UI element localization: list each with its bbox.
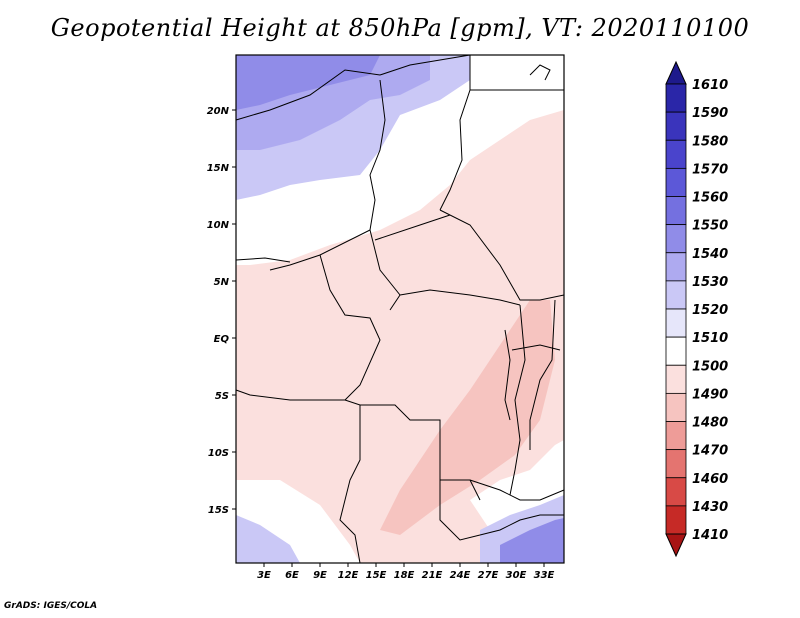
lon-label: 9E	[313, 570, 327, 581]
colorbar-label: 1550	[692, 219, 728, 234]
map-frame	[235, 54, 565, 564]
colorbar-label: 1410	[692, 528, 728, 543]
colorbar: 1610 1590 1580 1570 1560 1550 1540 1530 1520 1510…	[665, 60, 728, 558]
lat-label: 5N	[214, 277, 230, 288]
country-borders	[235, 54, 565, 564]
lon-label: 3E	[257, 570, 271, 581]
colorbar-swatch	[665, 83, 687, 113]
colorbar-label: 1530	[692, 275, 728, 290]
colorbar-label: 1570	[692, 162, 728, 177]
footer-credit: GrADS: IGES/COLA	[4, 601, 98, 611]
colorbar-swatch	[665, 421, 687, 451]
colorbar-swatch	[665, 167, 687, 197]
colorbar-label: 1430	[692, 500, 728, 515]
colorbar-label: 1470	[692, 444, 728, 459]
lon-label: 6E	[285, 570, 299, 581]
colorbar-swatch	[665, 308, 687, 338]
colorbar-swatch	[665, 252, 687, 282]
colorbar-label: 1510	[692, 331, 728, 346]
lon-label: 27E	[478, 570, 499, 581]
colorbar-swatch	[665, 336, 687, 366]
field-purple-se	[500, 518, 564, 563]
colorbar-swatch	[665, 280, 687, 310]
map-plot-area	[235, 54, 565, 564]
lat-label: 15S	[208, 505, 229, 516]
colorbar-swatch	[665, 196, 687, 226]
colorbar-swatch	[665, 364, 687, 394]
lat-label: 10N	[207, 220, 230, 231]
lon-axis: 3E 6E 9E 12E 15E 18E 21E 24E 27E 30E 33E	[257, 563, 555, 581]
lon-label: 21E	[422, 570, 443, 581]
lat-axis: 20N 15N 10N 5N EQ 5S 10S 15S	[207, 106, 236, 516]
lat-label: 15N	[207, 163, 230, 174]
colorbar-label: 1480	[692, 416, 728, 431]
lon-label: 33E	[534, 570, 555, 581]
field-deep-purple-north	[236, 55, 380, 110]
colorbar-label: 1520	[692, 303, 728, 318]
page-title: Geopotential Height at 850hPa [gpm], VT:…	[50, 14, 750, 42]
field-white-north	[236, 55, 564, 265]
lon-label: 30E	[506, 570, 527, 581]
colorbar-label: 1560	[692, 191, 728, 206]
lon-label: 24E	[450, 570, 471, 581]
field-lavender-sw	[236, 515, 300, 563]
colorbar-swatch	[665, 449, 687, 479]
colorbar-label: 1490	[692, 387, 728, 402]
colorbar-label: 1540	[692, 247, 728, 262]
colorbar-swatch	[665, 477, 687, 507]
lon-label: 18E	[394, 570, 415, 581]
colorbar-label: 1580	[692, 134, 728, 149]
colorbar-swatch	[665, 224, 687, 254]
colorbar-label: 1460	[692, 472, 728, 487]
colorbar-bottom-arrow	[665, 533, 687, 558]
colorbar-swatch	[665, 505, 687, 535]
colorbar-label: 1590	[692, 106, 728, 121]
lon-label: 12E	[338, 570, 359, 581]
lon-label: 15E	[366, 570, 387, 581]
field-pink-central	[380, 300, 555, 535]
lat-label: 5S	[215, 391, 229, 402]
colorbar-label: 1500	[692, 359, 728, 374]
colorbar-swatch	[665, 139, 687, 169]
lat-label: EQ	[214, 334, 230, 345]
colorbar-label: 1610	[692, 78, 728, 93]
lat-label: 20N	[207, 106, 230, 117]
lat-label: 10S	[208, 448, 229, 459]
colorbar-top-arrow	[665, 60, 687, 85]
colorbar-swatch	[665, 392, 687, 422]
colorbar-swatch	[665, 111, 687, 141]
